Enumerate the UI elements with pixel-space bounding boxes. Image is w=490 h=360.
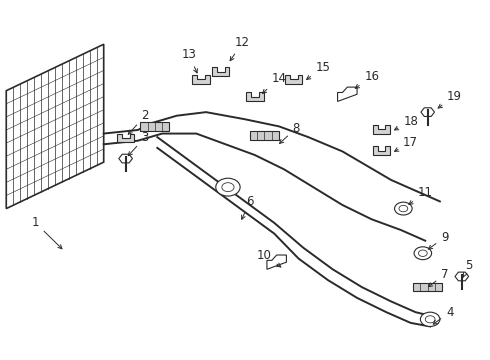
Text: 10: 10: [257, 248, 281, 267]
Text: 11: 11: [409, 186, 433, 204]
Polygon shape: [413, 283, 442, 292]
Polygon shape: [6, 44, 104, 208]
Text: 9: 9: [428, 231, 448, 249]
Polygon shape: [373, 146, 390, 155]
Polygon shape: [246, 93, 264, 102]
Text: 16: 16: [355, 70, 379, 89]
Text: 7: 7: [428, 268, 448, 287]
Text: 1: 1: [32, 216, 62, 249]
Text: 14: 14: [263, 72, 287, 94]
Polygon shape: [285, 75, 302, 84]
Polygon shape: [212, 67, 229, 76]
Text: 6: 6: [242, 195, 254, 219]
Text: 17: 17: [394, 136, 418, 151]
Text: 13: 13: [181, 49, 197, 73]
Polygon shape: [373, 125, 390, 134]
Polygon shape: [119, 154, 132, 163]
Text: 2: 2: [128, 109, 149, 134]
Polygon shape: [193, 75, 210, 84]
Polygon shape: [267, 255, 287, 269]
Circle shape: [425, 316, 435, 323]
Polygon shape: [338, 87, 357, 102]
Text: 18: 18: [394, 114, 418, 130]
Polygon shape: [140, 122, 170, 131]
Text: 12: 12: [230, 36, 250, 61]
Polygon shape: [455, 272, 468, 281]
Text: 15: 15: [307, 61, 330, 80]
Polygon shape: [117, 134, 134, 143]
Circle shape: [394, 202, 412, 215]
Circle shape: [418, 250, 427, 256]
Circle shape: [399, 205, 408, 212]
Polygon shape: [250, 131, 279, 140]
Text: 19: 19: [438, 90, 462, 108]
Text: 3: 3: [128, 131, 149, 156]
Circle shape: [216, 178, 240, 196]
Text: 5: 5: [463, 259, 473, 278]
Polygon shape: [421, 108, 435, 116]
Text: 4: 4: [433, 306, 453, 324]
Circle shape: [414, 247, 432, 260]
Circle shape: [420, 312, 440, 327]
Text: 8: 8: [279, 122, 300, 143]
Circle shape: [222, 183, 234, 192]
